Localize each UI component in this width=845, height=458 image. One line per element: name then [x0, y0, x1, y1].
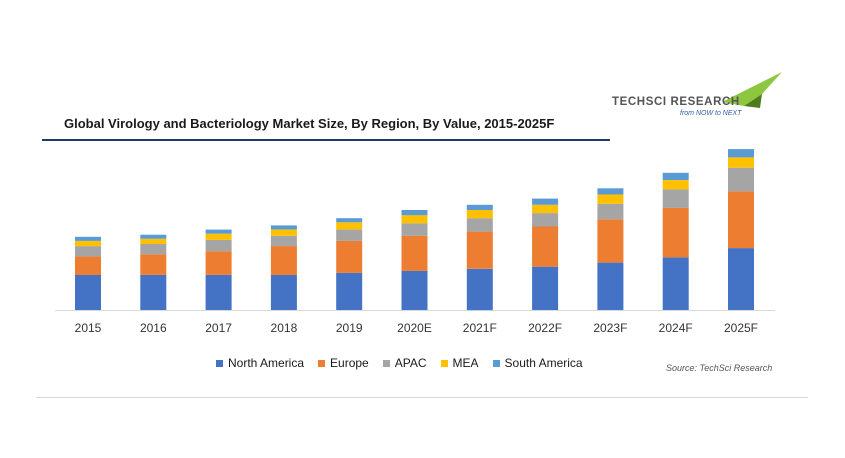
bar-2018-mea — [270, 229, 297, 236]
bar-2021F-north-america — [466, 268, 493, 311]
bar-2023F-apac — [597, 203, 624, 220]
bar-2017-mea — [205, 233, 232, 240]
bar-2025F-south-america — [728, 149, 754, 158]
legend-item-south-america: South America — [492, 356, 583, 370]
bar-2024F-mea — [662, 180, 689, 190]
bar-2016-north-america — [140, 274, 167, 310]
bar-2016-europe — [140, 254, 167, 275]
chart-legend: North America Europe APAC MEA South Amer… — [216, 356, 583, 370]
bar-2020E-mea — [401, 215, 428, 224]
x-tick-label: 2015 — [75, 321, 102, 335]
legend-item-apac: APAC — [382, 356, 427, 370]
bar-2023F-north-america — [597, 262, 624, 310]
bar-2015-mea — [75, 240, 101, 247]
legend-swatch-mea — [440, 359, 448, 367]
legend-item-mea: MEA — [440, 356, 479, 370]
bar-2024F-apac — [662, 189, 689, 208]
bar-2024F-north-america — [662, 257, 689, 310]
logo-swoosh-icon — [722, 72, 782, 108]
legend-label-mea: MEA — [452, 356, 479, 370]
x-tick-label: 2021F — [463, 321, 497, 335]
logo-tagline: from NOW to NEXT — [680, 110, 742, 117]
x-tick-label: 2016 — [140, 321, 167, 335]
bar-2016-apac — [140, 244, 167, 255]
bar-2023F-south-america — [597, 188, 624, 195]
bar-2015-north-america — [75, 274, 101, 310]
bar-2020E-europe — [401, 235, 428, 271]
legend-swatch-europe — [318, 359, 326, 367]
bar-2021F-europe — [466, 231, 493, 269]
bar-2021F-mea — [466, 210, 493, 219]
bar-2018-europe — [270, 246, 297, 275]
x-tick-label: 2018 — [271, 321, 298, 335]
x-tick-label: 2017 — [205, 321, 232, 335]
x-tick-label: 2020E — [397, 321, 432, 335]
bar-2016-mea — [140, 238, 167, 244]
title-underline — [42, 139, 610, 141]
bar-2022F-mea — [532, 204, 559, 214]
bar-2025F-north-america — [728, 248, 754, 310]
bar-2022F-south-america — [532, 198, 559, 205]
bar-2015-south-america — [75, 236, 101, 241]
bar-2020E-apac — [401, 223, 428, 236]
legend-label-europe: Europe — [330, 356, 369, 370]
bar-2019-south-america — [336, 218, 363, 223]
bar-2018-north-america — [270, 274, 297, 310]
techsci-logo: TECHSCI RESEARCH from NOW to NEXT — [612, 72, 787, 124]
x-tick-label: 2019 — [336, 321, 363, 335]
logo-name: TECHSCI RESEARCH — [612, 96, 740, 108]
x-tick-label: 2024F — [659, 321, 693, 335]
chart-title: Global Virology and Bacteriology Market … — [64, 116, 555, 131]
bar-2019-north-america — [336, 272, 363, 310]
bar-2024F-south-america — [662, 172, 689, 180]
legend-label-apac: APAC — [394, 356, 427, 370]
legend-swatch-south-america — [492, 359, 500, 367]
bar-2024F-europe — [662, 207, 689, 258]
legend-item-north-america: North America — [216, 356, 304, 370]
bar-2023F-europe — [597, 219, 624, 263]
bar-2022F-apac — [532, 213, 559, 227]
bar-2025F-europe — [728, 191, 754, 249]
bar-2018-south-america — [270, 225, 297, 230]
bar-2021F-apac — [466, 218, 493, 232]
legend-label-north-america: North America — [228, 356, 305, 370]
bar-2025F-apac — [728, 167, 754, 192]
bar-2022F-europe — [532, 226, 559, 267]
bar-2021F-south-america — [466, 204, 493, 210]
bar-2019-europe — [336, 240, 363, 273]
bar-2020E-south-america — [401, 210, 428, 216]
bar-2022F-north-america — [532, 266, 559, 310]
bar-2017-apac — [205, 239, 232, 252]
source-note: Source: TechSci Research — [666, 363, 773, 373]
bar-2016-south-america — [140, 234, 167, 239]
bar-2025F-mea — [728, 157, 754, 168]
bar-2017-europe — [205, 251, 232, 275]
legend-swatch-north-america — [216, 359, 223, 367]
x-tick-label: 2025F — [724, 321, 758, 335]
legend-swatch-apac — [382, 359, 390, 367]
legend-item-europe: Europe — [318, 356, 369, 370]
bar-2023F-mea — [597, 194, 624, 204]
x-tick-label: 2023F — [593, 321, 627, 335]
x-tick-label: 2022F — [528, 321, 562, 335]
legend-label-south-america: South America — [504, 356, 583, 370]
bar-2017-north-america — [205, 274, 232, 310]
bar-2019-apac — [336, 229, 363, 241]
bar-2015-europe — [75, 256, 101, 275]
bar-2017-south-america — [205, 229, 232, 234]
bar-2015-apac — [75, 246, 101, 257]
bottom-divider — [36, 397, 808, 398]
bar-2019-mea — [336, 222, 363, 230]
bar-2020E-north-america — [401, 270, 428, 310]
bar-2018-apac — [270, 235, 297, 247]
